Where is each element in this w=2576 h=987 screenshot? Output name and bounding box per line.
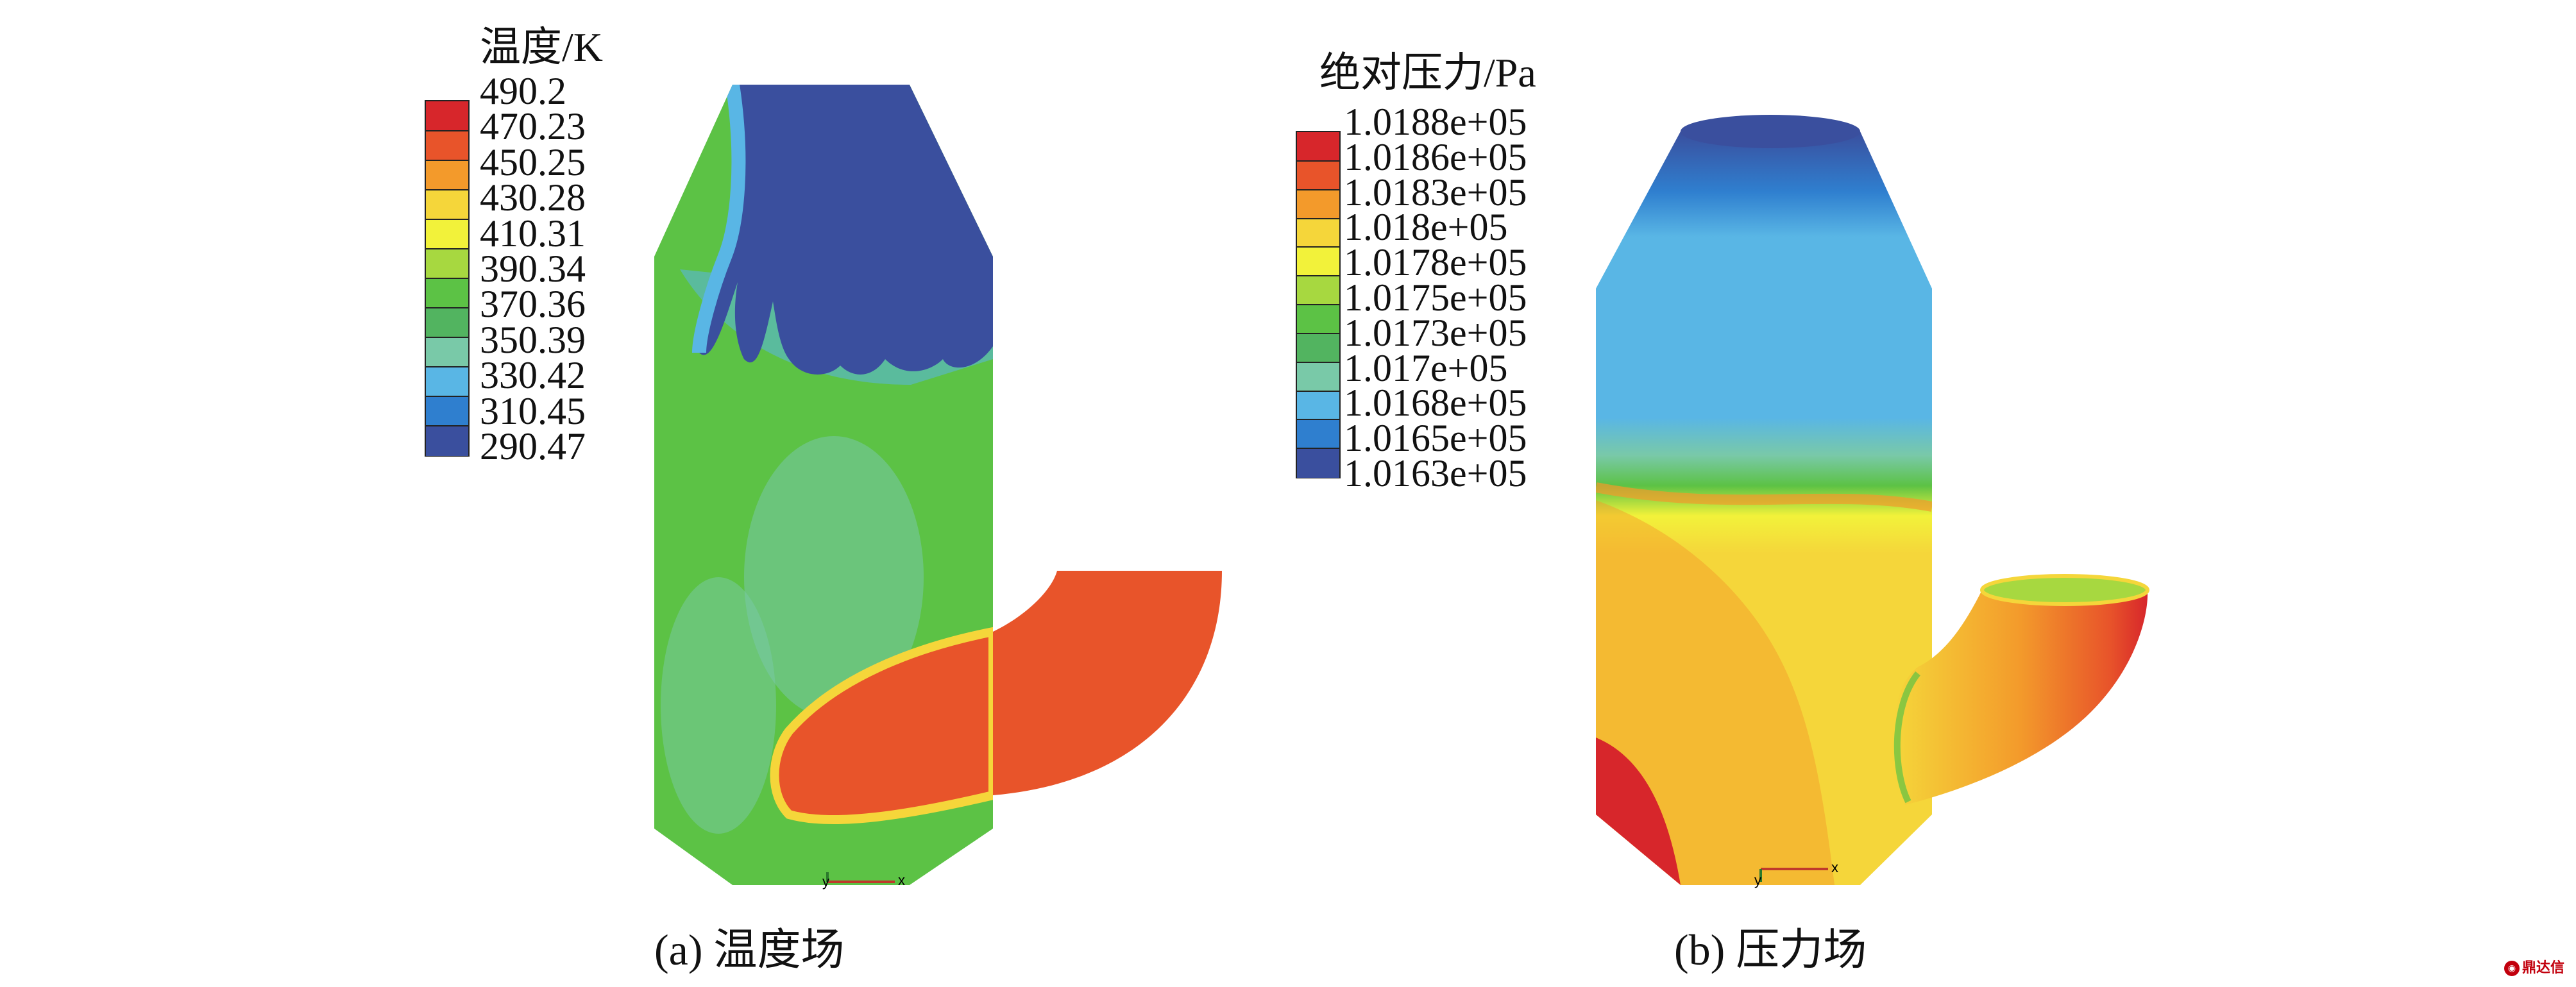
colorbar-band [1297,247,1339,277]
colorbar-band [426,219,468,249]
colorbar-tick-label: 370.36 [480,283,586,326]
colorbar-tick [1297,275,1339,277]
colorbar-tick [426,337,468,338]
colorbar-tick [1297,160,1339,162]
colorbar-tick-label: 290.47 [480,425,586,468]
axis-triad-b: y x [1754,859,1838,888]
colorbar-band [1297,333,1339,363]
colorbar-tick-label: 330.42 [480,354,586,397]
colorbar-tick [426,248,468,249]
colorbar-tick-label: 1.017e+05 [1344,346,1508,389]
colorbar-tick [426,278,468,279]
colorbar-tick-label: 450.25 [480,140,586,183]
colorbar-tick-label: 470.23 [480,105,586,148]
colorbar-tick-label: 1.0165e+05 [1344,417,1527,460]
legend-title-a: 温度/K [480,24,603,70]
colorbar-tick [426,160,468,161]
colorbar-tick-label: 1.0188e+05 [1344,101,1527,143]
logo-icon: ◉ [2504,961,2520,976]
colorbar-tick [1297,246,1339,248]
colorbar-band [426,101,468,131]
vessel-top-cap-b [1681,115,1860,148]
caption-a: (a) 温度场 [654,925,845,974]
colorbar-band [426,337,468,367]
colorbar-tick-label: 350.39 [480,318,586,361]
colorbar-tick [426,425,468,426]
colorbar-tick-label: 1.0178e+05 [1344,241,1527,284]
colorbar-band [1297,419,1339,450]
colorbar-tick-label: 410.31 [480,212,586,255]
colorbar-band [1297,391,1339,421]
colorbar-tick-label: 1.018e+05 [1344,206,1508,249]
elbow-opening-b [1980,574,2149,606]
colorbar-tick [1297,419,1339,421]
colorbar-tick [426,307,468,308]
colorbar-band [426,396,468,426]
colorbar-tick-label: 1.0163e+05 [1344,452,1527,494]
colorbar-tick-label: 1.0186e+05 [1344,135,1527,178]
cold-plume [697,85,993,375]
svg-text:x: x [898,872,905,888]
colorbar-tick-label: 1.0175e+05 [1344,276,1527,319]
vessel-body-b [1596,131,1932,885]
colorbar-tick-label: 490.2 [480,70,566,112]
axis-triad-a: y x [822,872,905,890]
colorbar-b [1296,131,1341,478]
colorbar-band [1297,218,1339,248]
colorbar-tick [1297,332,1339,334]
colorbar-band [1297,160,1339,190]
colorbar-band [426,160,468,190]
colorbar-tick [1297,304,1339,305]
legend-title-b: 绝对压力/Pa [1319,50,1536,96]
hot-jet-a [770,626,993,825]
colorbar-tick [1297,361,1339,363]
colorbar-a [425,100,470,457]
colorbar-tick-label: 390.34 [480,248,586,290]
colorbar-band [426,308,468,338]
colorbar-tick [1297,448,1339,450]
colorbar-band [426,131,468,161]
colorbar-band [1297,132,1339,162]
colorbar-tick [426,396,468,397]
colorbar-tick [426,366,468,367]
watermark: ◉ 鼎达信 [2504,956,2564,977]
colorbar-tick [1297,189,1339,190]
colorbar-band [426,249,468,279]
colorbar-band [426,278,468,308]
colorbar-band [1297,189,1339,219]
colorbar-tick-label: 1.0168e+05 [1344,382,1527,425]
colorbar-tick [426,130,468,131]
colorbar-band [1297,362,1339,392]
colorbar-band [1297,448,1339,478]
svg-text:y: y [822,873,829,890]
svg-text:y: y [1754,872,1761,888]
colorbar-band [426,426,468,456]
caption-b: (b) 压力场 [1674,925,1867,974]
colorbar-tick-label: 1.0183e+05 [1344,171,1527,214]
svg-text:x: x [1831,859,1838,875]
colorbar-tick-label: 430.28 [480,176,586,219]
colorbar-band [1297,305,1339,334]
colorbar-tick-label: 310.45 [480,389,586,432]
colorbar-band [426,190,468,220]
colorbar-tick [426,219,468,220]
colorbar-tick [1297,390,1339,392]
inlet-elbow-a [993,571,1222,795]
colorbar-band [426,367,468,397]
colorbar-tick [1297,217,1339,219]
colorbar-tick-label: 1.0173e+05 [1344,311,1527,354]
colorbar-tick [426,189,468,190]
inlet-elbow-b [1894,590,2148,805]
colorbar-band [1297,276,1339,305]
